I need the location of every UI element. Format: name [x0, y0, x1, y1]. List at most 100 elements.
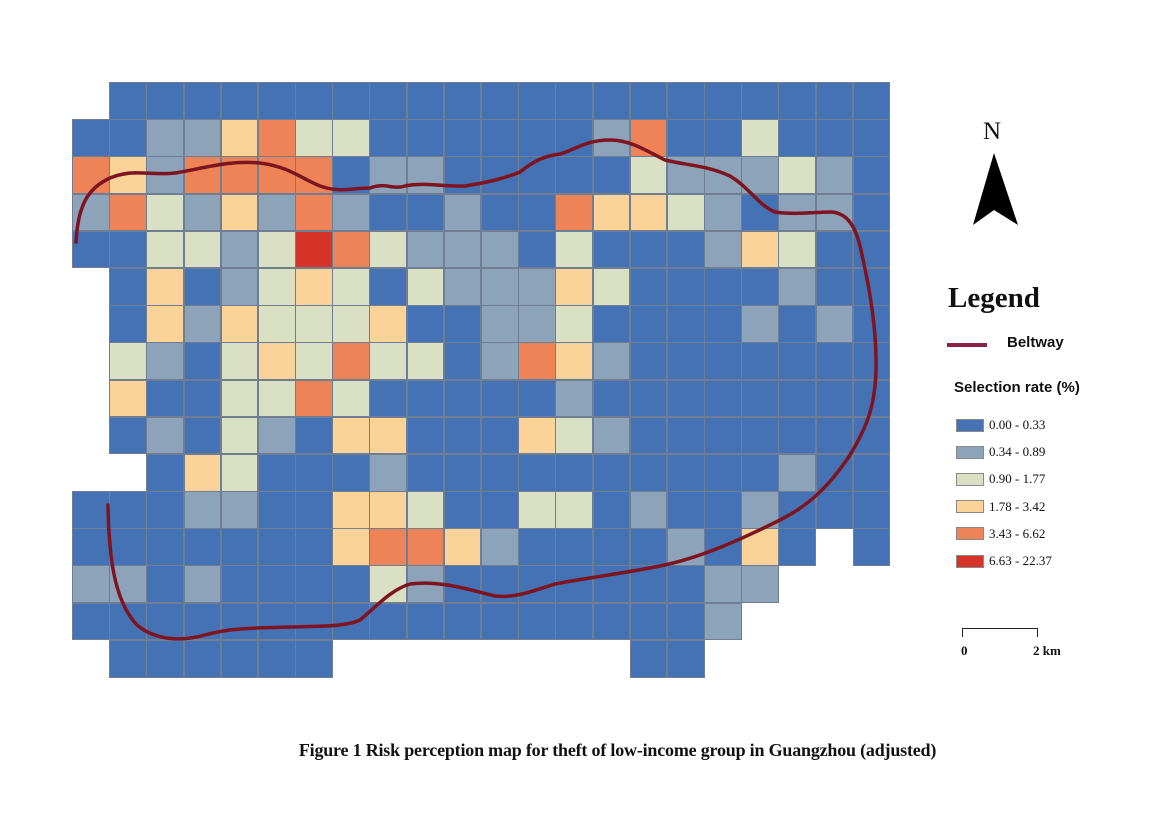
grid-cell [704, 453, 742, 492]
grid-cell [778, 156, 817, 195]
grid-cell [443, 342, 482, 380]
grid-cell [146, 379, 185, 418]
grid-cell [295, 342, 333, 380]
grid-cell [741, 119, 779, 157]
grid-cell [443, 230, 482, 269]
grid-cell [257, 379, 296, 418]
grid-cell [406, 491, 445, 529]
grid-cell [815, 305, 854, 343]
grid-cell [72, 602, 110, 641]
grid-cell [146, 453, 185, 492]
grid-cell [406, 230, 445, 269]
grid-cell [518, 416, 556, 455]
grid-cell [592, 230, 631, 269]
grid-cell [741, 528, 779, 566]
grid-cell [518, 453, 556, 492]
grid-cell [741, 82, 779, 120]
grid-cell [629, 416, 668, 455]
legend-item: 3.43 - 6.62 [956, 526, 1045, 541]
grid-cell [220, 156, 259, 195]
grid-cell [778, 379, 817, 418]
grid-cell [220, 342, 259, 380]
grid-cell [592, 528, 631, 566]
grid-cell [555, 453, 594, 492]
grid-cell [109, 267, 147, 306]
grid-cell [220, 639, 259, 678]
grid-cell [481, 156, 519, 195]
grid-cell [778, 342, 817, 380]
grid-cell [481, 416, 519, 455]
grid-cell [629, 230, 668, 269]
legend-swatch [956, 500, 984, 514]
grid-cell [146, 305, 185, 343]
grid-cell [443, 119, 482, 157]
grid-cell [146, 528, 185, 566]
grid-cell [295, 379, 333, 418]
grid-cell [741, 453, 779, 492]
grid-cell [518, 379, 556, 418]
grid-cell [443, 156, 482, 195]
grid-cell [295, 305, 333, 343]
grid-cell [704, 342, 742, 380]
grid-cell [778, 193, 817, 232]
grid-cell [406, 379, 445, 418]
grid-cell [183, 230, 222, 269]
grid-cell [555, 305, 594, 343]
legend-swatch [956, 527, 984, 541]
grid-cell [815, 193, 854, 232]
grid-cell [481, 379, 519, 418]
grid-cell [109, 156, 147, 195]
grid-cell [518, 156, 556, 195]
grid-cell [146, 565, 185, 604]
grid-cell [332, 491, 370, 529]
grid-cell [592, 119, 631, 157]
grid-cell [406, 119, 445, 157]
grid-cell [555, 119, 594, 157]
grid-cell [704, 156, 742, 195]
grid-cell [369, 528, 408, 566]
legend-swatch [956, 554, 984, 568]
grid-cell [220, 528, 259, 566]
grid-cell [666, 565, 705, 604]
grid-cell [183, 416, 222, 455]
grid-cell [704, 602, 742, 641]
grid-cell [257, 305, 296, 343]
grid-cell [592, 267, 631, 306]
grid-cell [257, 453, 296, 492]
grid-cell [406, 528, 445, 566]
north-arrow-icon [973, 153, 1018, 225]
grid-cell [666, 416, 705, 455]
legend-swatch [956, 445, 984, 459]
grid-cell [555, 267, 594, 306]
grid-cell [666, 193, 705, 232]
grid-cell [592, 193, 631, 232]
figure-caption: Figure 1 Risk perception map for theft o… [298, 740, 937, 760]
grid-cell [183, 453, 222, 492]
grid-cell [257, 602, 296, 641]
grid-cell [629, 267, 668, 306]
grid-cell [592, 82, 631, 120]
grid-cell [369, 342, 408, 380]
grid-cell [443, 305, 482, 343]
grid-cell [704, 565, 742, 604]
grid-cell [481, 230, 519, 269]
grid-cell [666, 82, 705, 120]
grid-cell [629, 528, 668, 566]
grid-cell [704, 119, 742, 157]
grid-cell [852, 305, 891, 343]
grid-cell [295, 602, 333, 641]
grid-cell [666, 602, 705, 641]
grid-cell [369, 119, 408, 157]
grid-cell [146, 639, 185, 678]
grid-cell [629, 342, 668, 380]
grid-cell [741, 565, 779, 604]
grid-cell [406, 602, 445, 641]
grid-cell [741, 416, 779, 455]
grid-cell [295, 82, 333, 120]
grid-cell [72, 491, 110, 529]
grid-cell [72, 119, 110, 157]
selection-rate-title: Selection rate (%) [954, 379, 1080, 396]
grid-cell [778, 416, 817, 455]
grid-cell [369, 82, 408, 120]
grid-cell [295, 267, 333, 306]
